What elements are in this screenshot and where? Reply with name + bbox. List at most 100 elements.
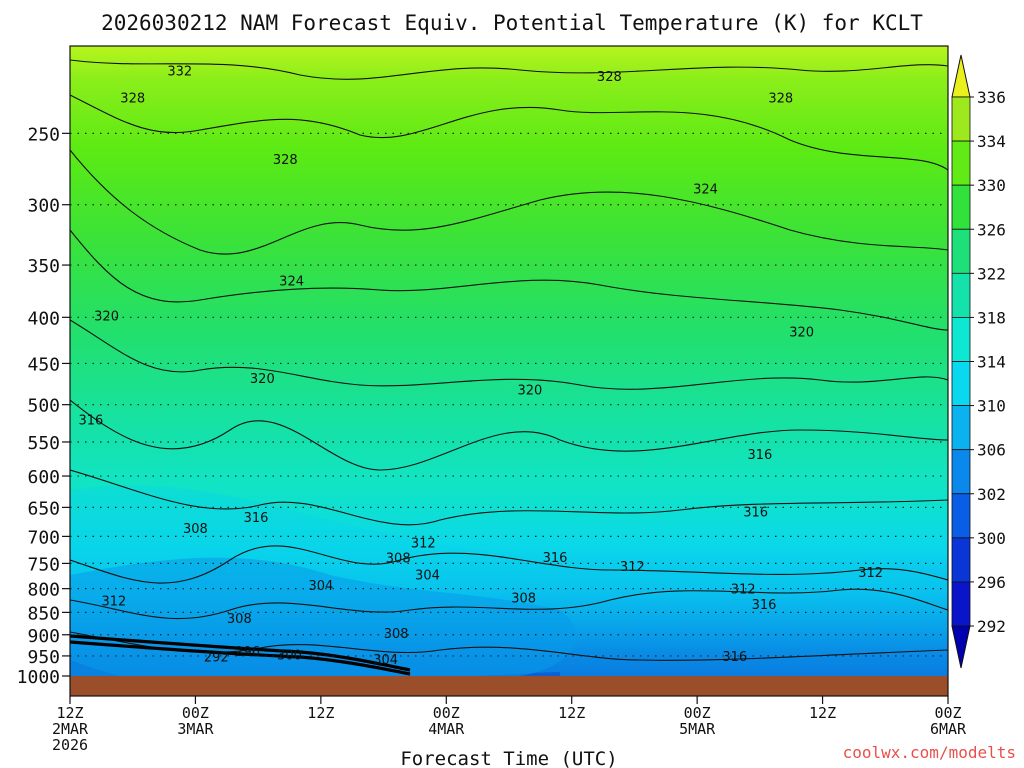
y-tick-label: 400 xyxy=(27,308,60,329)
y-tick-label: 350 xyxy=(27,256,60,277)
colorbar-swatch xyxy=(951,184,971,230)
contour-label: 296 xyxy=(235,645,260,660)
contour-label: 324 xyxy=(693,183,718,198)
colorbar-swatch xyxy=(951,317,971,362)
y-tick-label: 250 xyxy=(27,124,60,145)
contour-label: 316 xyxy=(722,650,747,665)
contour-labels: 3323283283283283243243203203203203163163… xyxy=(78,65,883,668)
x-tick-label: 00Z xyxy=(433,704,460,722)
colorbar-swatch xyxy=(951,96,971,142)
x-tick-label: 6MAR xyxy=(930,720,967,738)
contour-label: 308 xyxy=(227,612,252,627)
y-tick-label: 850 xyxy=(27,603,60,624)
contour-label: 332 xyxy=(167,65,192,80)
contour-label: 304 xyxy=(415,569,440,584)
y-tick-label: 750 xyxy=(27,554,60,575)
contour-label: 316 xyxy=(244,511,269,526)
colorbar-label: 306 xyxy=(977,441,1006,460)
colorbar-label: 330 xyxy=(977,176,1006,195)
colorbar-label: 326 xyxy=(977,220,1006,239)
terrain-ground xyxy=(70,676,948,696)
y-tick-label: 300 xyxy=(27,196,60,217)
x-tick-label: 12Z xyxy=(558,704,585,722)
x-tick-label: 2026 xyxy=(52,736,88,754)
plot-area xyxy=(70,46,948,696)
colorbar-label: 296 xyxy=(977,573,1006,592)
y-tick-label: 500 xyxy=(27,396,60,417)
colorbar-swatch xyxy=(951,581,971,627)
contour-label: 320 xyxy=(517,384,542,399)
contour-label: 328 xyxy=(273,153,298,168)
chart-title: 2026030212 NAM Forecast Equiv. Potential… xyxy=(101,11,923,35)
y-tick-label: 900 xyxy=(27,626,60,647)
colorbar-label: 300 xyxy=(977,529,1006,548)
colorbar-swatch xyxy=(951,361,971,406)
colorbar-label: 336 xyxy=(977,88,1006,107)
contour-label: 320 xyxy=(789,326,814,341)
y-tick-label: 550 xyxy=(27,433,60,454)
contour-label: 316 xyxy=(543,551,568,566)
contour-label: 312 xyxy=(620,560,645,575)
x-tick-label: 3MAR xyxy=(177,720,214,738)
colorbar-swatch xyxy=(951,493,971,539)
contour-label: 320 xyxy=(250,372,275,387)
contour-label: 308 xyxy=(183,522,208,537)
contour-label: 312 xyxy=(858,566,883,581)
y-tick-label: 450 xyxy=(27,354,60,375)
contour-label: 300 xyxy=(277,648,302,663)
colorbar-label: 314 xyxy=(977,353,1006,372)
x-tick-label: 12Z xyxy=(809,704,836,722)
colorbar-label: 302 xyxy=(977,485,1006,504)
contour-label: 304 xyxy=(373,653,398,668)
contour-label: 328 xyxy=(597,70,622,85)
y-tick-label: 650 xyxy=(27,498,60,519)
colorbar: 336 334 330 326 322 318 314 310 306 302 300 296 292 xyxy=(951,54,1006,669)
contour-label: 312 xyxy=(731,583,756,598)
contour-label: 316 xyxy=(752,598,777,613)
colorbar-label: 318 xyxy=(977,308,1006,327)
colorbar-swatch xyxy=(951,140,971,186)
x-tick-label: 12Z xyxy=(307,704,334,722)
contour-label: 316 xyxy=(78,413,103,428)
contour-label: 328 xyxy=(120,91,145,106)
colorbar-top-arrow xyxy=(951,54,971,98)
colorbar-swatch xyxy=(951,537,971,583)
contour-label: 304 xyxy=(308,579,333,594)
contour-label: 308 xyxy=(511,591,536,606)
contour-label: 316 xyxy=(743,506,768,521)
contour-label: 292 xyxy=(204,651,229,666)
colorbar-label: 334 xyxy=(977,132,1006,151)
contour-lines xyxy=(70,59,948,661)
x-tick-label: 00Z xyxy=(934,704,961,722)
x-tick-label: 4MAR xyxy=(428,720,465,738)
y-axis: 2503003504004505005506006507007508008509… xyxy=(17,124,70,688)
colorbar-swatch xyxy=(951,272,971,318)
x-tick-label: 2MAR xyxy=(52,720,89,738)
x-tick-label: 00Z xyxy=(182,704,209,722)
y-tick-label: 800 xyxy=(27,580,60,601)
colorbar-label: 292 xyxy=(977,617,1006,636)
source-credit: coolwx.com/modelts xyxy=(842,743,1016,762)
x-axis-title: Forecast Time (UTC) xyxy=(400,748,617,768)
colorbar-label: 322 xyxy=(977,264,1006,283)
y-tick-label: 950 xyxy=(27,647,60,668)
contour-label: 324 xyxy=(279,274,304,289)
colorbar-label: 310 xyxy=(977,397,1006,416)
contour-label: 312 xyxy=(101,595,126,610)
colorbar-swatch xyxy=(951,228,971,274)
moist-layer-shading xyxy=(70,485,948,676)
x-tick-label: 12Z xyxy=(56,704,83,722)
contour-label: 320 xyxy=(94,309,119,324)
contour-label: 328 xyxy=(768,91,793,106)
contour-label: 316 xyxy=(747,448,772,463)
x-tick-label: 5MAR xyxy=(679,720,716,738)
colorbar-swatch xyxy=(951,449,971,495)
plot-frame xyxy=(69,45,949,697)
y-tick-label: 700 xyxy=(27,527,60,548)
y-tick-label: 1000 xyxy=(17,667,60,688)
y-tick-label: 600 xyxy=(27,467,60,488)
x-tick-label: 00Z xyxy=(684,704,711,722)
